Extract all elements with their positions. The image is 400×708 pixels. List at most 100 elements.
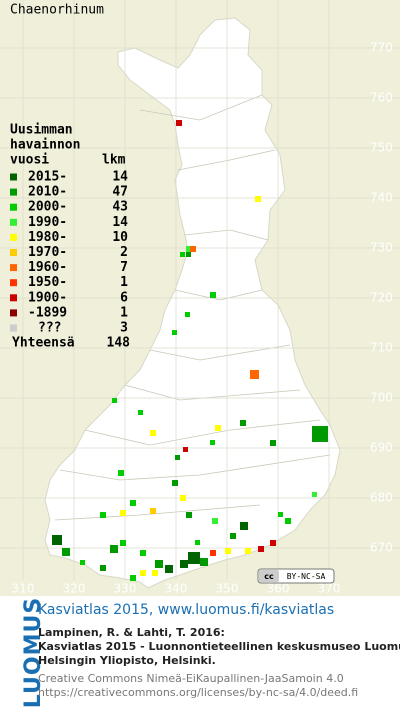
legend-swatch (10, 324, 17, 332)
y-tick-label: 700 (370, 391, 393, 405)
occurrence-square (150, 508, 156, 514)
x-tick-label: 340 (165, 582, 188, 596)
occurrence-square (186, 512, 192, 518)
y-tick-label: 710 (370, 341, 393, 355)
occurrence-square (312, 426, 328, 442)
legend-count: 2 (120, 245, 128, 260)
citation-line: Lampinen, R. & Lahti, T. 2016: (38, 626, 225, 639)
occurrence-square (62, 548, 70, 556)
occurrence-square (210, 440, 215, 445)
occurrence-square (180, 495, 186, 501)
legend-swatch (10, 233, 17, 241)
legend-swatch (10, 173, 17, 181)
legend-count: 3 (120, 321, 128, 336)
x-tick-label: 370 (318, 582, 341, 596)
occurrence-square (195, 540, 200, 545)
occurrence-square (212, 518, 218, 524)
x-tick-label: 310 (12, 582, 35, 596)
occurrence-square (52, 535, 62, 545)
legend-swatch (10, 279, 17, 287)
citation-line: Helsingin Yliopisto, Helsinki. (38, 654, 216, 667)
legend-count: 43 (112, 200, 128, 215)
x-tick-label: 320 (63, 582, 86, 596)
legend-count: 7 (120, 260, 128, 275)
occurrence-square (278, 512, 283, 517)
occurrence-square (180, 560, 188, 568)
x-tick-label: 350 (216, 582, 239, 596)
legend-swatch (10, 249, 17, 256)
occurrence-square (165, 565, 173, 573)
occurrence-square (255, 196, 261, 202)
occurrence-square (138, 410, 143, 415)
x-tick-label: 360 (267, 582, 290, 596)
map-title: Chaenorhinum (10, 3, 104, 18)
occurrence-square (186, 246, 192, 252)
badge-icon (259, 570, 279, 582)
occurrence-square (186, 252, 191, 257)
occurrence-square (270, 440, 276, 446)
legend-count: 1 (120, 275, 128, 290)
y-tick-label: 680 (370, 491, 393, 505)
occurrence-square (100, 512, 106, 518)
y-tick-label: 720 (370, 291, 393, 305)
occurrence-square (176, 120, 182, 126)
y-tick-label: 740 (370, 191, 393, 205)
legend-count: 47 (112, 185, 128, 200)
legend-swatch (10, 294, 17, 302)
occurrence-square (270, 540, 276, 546)
legend-count-heading: lkm (102, 153, 126, 168)
legend-label: 1970- (28, 245, 67, 260)
occurrence-square (240, 522, 248, 530)
y-tick-label: 760 (370, 91, 393, 105)
legend-label: 2015- (28, 170, 67, 185)
legend-label: 1980- (28, 230, 67, 245)
license-line: https://creativecommons.org/licenses/by-… (38, 686, 359, 699)
occurrence-square (150, 430, 156, 436)
legend-count: 1 (120, 305, 128, 320)
badge-text: BY-NC-SA (287, 572, 326, 581)
occurrence-square (285, 518, 291, 524)
legend-label: 2000- (28, 200, 67, 215)
legend-total: 148 (107, 336, 131, 351)
x-tick-label: 330 (114, 582, 137, 596)
occurrence-square (100, 565, 106, 571)
y-tick-label: 770 (370, 41, 393, 55)
occurrence-square (258, 546, 264, 552)
occurrence-square (230, 533, 236, 539)
occurrence-square (120, 540, 126, 546)
occurrence-square (245, 548, 251, 554)
legend-count: 14 (112, 215, 128, 230)
legend-label: 2010- (28, 185, 67, 200)
license-badge: cc BY-NC-SA (257, 568, 335, 584)
badge-cc: cc (264, 572, 274, 581)
legend-label: ??? (38, 321, 61, 336)
occurrence-square (200, 558, 208, 566)
occurrence-square (225, 548, 231, 554)
occurrence-square (250, 370, 259, 379)
citation-line: Kasviatlas 2015 - Luonnontieteellinen ke… (38, 640, 400, 653)
legend-swatch (10, 218, 17, 226)
province-borders (54, 94, 331, 521)
occurrence-square (130, 500, 136, 506)
occurrence-square (140, 570, 146, 576)
license-line: Creative Commons Nimeä-EiKaupallinen-Jaa… (38, 672, 344, 685)
occurrence-square (130, 575, 136, 581)
legend-heading: vuosi (10, 153, 49, 168)
occurrence-square (188, 552, 200, 564)
legend-count: 10 (112, 230, 128, 245)
legend-label: 1950- (28, 275, 67, 290)
legend-count: 6 (120, 290, 128, 305)
legend-label: 1960- (28, 260, 67, 275)
legend-heading: Uusimman (10, 123, 73, 138)
legend-label: -1899 (28, 305, 67, 320)
legend-total-label: Yhteensä (12, 336, 75, 351)
legend-label: 1900- (28, 290, 67, 305)
occurrence-square (140, 550, 146, 556)
legend-swatch (10, 188, 17, 196)
occurrence-square (172, 330, 177, 335)
headline: Kasviatlas 2015, www.luomus.fi/kasviatla… (38, 602, 335, 618)
occurrence-square (312, 492, 317, 497)
occurrence-square (240, 420, 246, 426)
